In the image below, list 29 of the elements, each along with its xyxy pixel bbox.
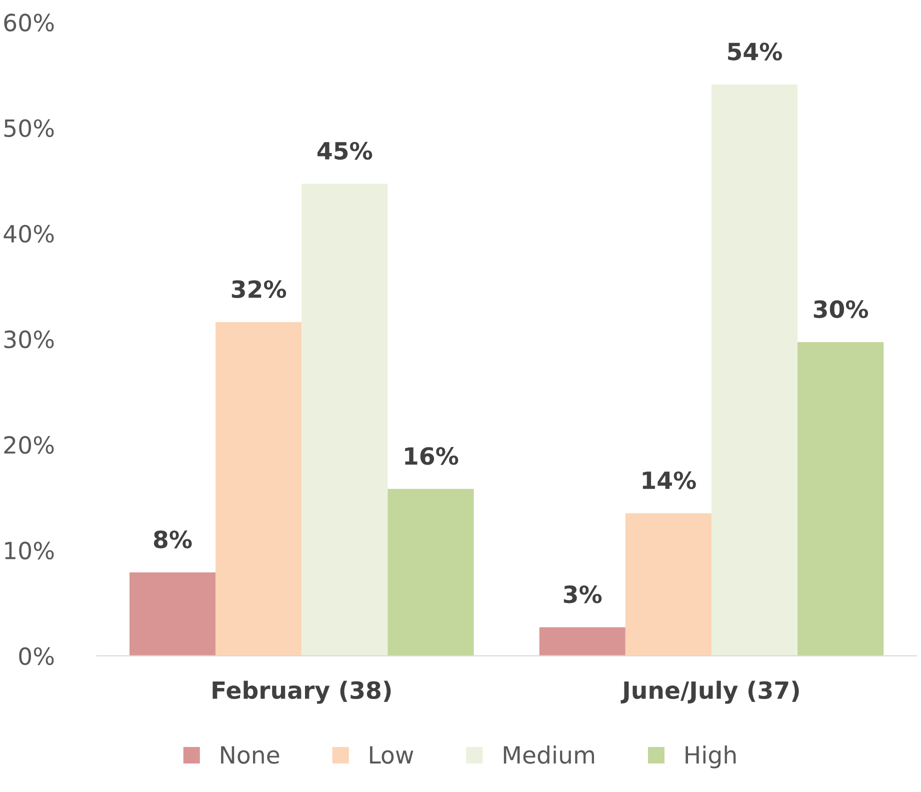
bar xyxy=(302,184,388,656)
data-label: 32% xyxy=(232,280,286,298)
bar xyxy=(216,322,302,656)
x-tick-label: February (38) xyxy=(212,680,391,704)
y-tick-label: 30% xyxy=(4,330,54,348)
y-tick-label: 0% xyxy=(19,647,54,666)
bar xyxy=(711,84,798,656)
data-label: 16% xyxy=(405,447,458,465)
bar xyxy=(625,513,712,656)
legend-label: High xyxy=(686,746,736,768)
legend-label: Medium xyxy=(504,746,594,764)
data-label: 54% xyxy=(728,42,782,60)
data-label: 30% xyxy=(814,300,868,318)
y-tick-label: 20% xyxy=(4,436,54,454)
data-label: 8% xyxy=(154,530,192,548)
data-label: 45% xyxy=(317,142,372,160)
data-label: 14% xyxy=(642,471,696,490)
x-tick-label: June/July (37) xyxy=(620,680,799,704)
bar xyxy=(539,627,626,656)
legend-label: Low xyxy=(370,746,414,764)
bar xyxy=(798,342,884,656)
y-tick-label: 50% xyxy=(4,119,54,138)
y-tick-label: 40% xyxy=(4,224,54,243)
bar xyxy=(388,488,474,656)
legend-label: None xyxy=(221,746,280,764)
bar xyxy=(129,572,216,656)
data-label: 3% xyxy=(564,585,602,604)
y-tick-label: 10% xyxy=(5,542,54,560)
y-tick-label: 60% xyxy=(4,14,54,32)
